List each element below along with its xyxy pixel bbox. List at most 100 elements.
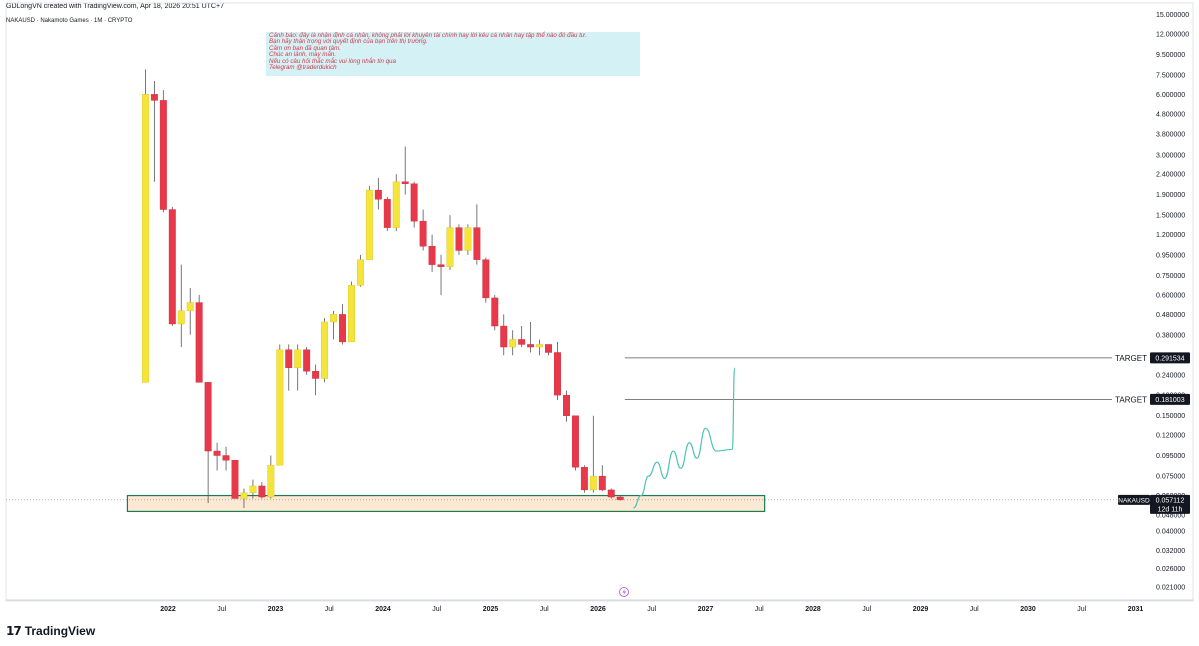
candle-down[interactable] bbox=[607, 489, 615, 498]
candle-down[interactable] bbox=[213, 450, 221, 456]
candle-up[interactable] bbox=[348, 285, 355, 343]
candle-up[interactable] bbox=[589, 475, 597, 491]
tradingview-logo[interactable]: 17 TradingView bbox=[6, 624, 95, 638]
time-tick-label: Jul bbox=[755, 606, 764, 613]
symbol-title: NAKAUSD · Nakamoto Games · 1M · CRYPTO bbox=[6, 18, 133, 24]
candle-up[interactable] bbox=[177, 310, 185, 325]
candle-down[interactable] bbox=[204, 382, 212, 452]
candle-down[interactable] bbox=[527, 344, 535, 348]
candle-down[interactable] bbox=[285, 349, 293, 369]
disclaimer-line: Telegram @traderdukich bbox=[269, 64, 337, 72]
price-tick-label: 0.750000 bbox=[1156, 273, 1185, 280]
price-tick-label: 9.500000 bbox=[1156, 52, 1185, 59]
candle-up[interactable] bbox=[464, 227, 472, 251]
candle-down[interactable] bbox=[195, 302, 203, 383]
time-tick-label: 2028 bbox=[805, 606, 821, 613]
candle-down[interactable] bbox=[482, 259, 490, 299]
price-tick-label: 4.800000 bbox=[1156, 111, 1185, 118]
candle-down[interactable] bbox=[231, 460, 239, 499]
candle-down[interactable] bbox=[150, 94, 158, 101]
candle-up[interactable] bbox=[330, 314, 337, 323]
price-tick-label: 0.048000 bbox=[1156, 512, 1185, 519]
price-tick-label: 1.900000 bbox=[1156, 192, 1185, 199]
candle-up[interactable] bbox=[365, 189, 373, 260]
candle-up[interactable] bbox=[267, 465, 275, 498]
candle-down[interactable] bbox=[545, 344, 552, 353]
price-tick-label: 0.480000 bbox=[1156, 312, 1185, 319]
candle-up[interactable] bbox=[321, 321, 329, 379]
candle-up[interactable] bbox=[141, 94, 149, 383]
disclaimer-line: Cảm ơn bạn đã quan tâm. bbox=[269, 44, 341, 52]
projection-path[interactable] bbox=[633, 367, 736, 509]
target-price-value: 0.181003 bbox=[1155, 397, 1184, 404]
candle-down[interactable] bbox=[159, 100, 167, 210]
candle-down[interactable] bbox=[580, 467, 588, 491]
target-price-badge bbox=[1150, 352, 1190, 364]
candle-up[interactable] bbox=[186, 302, 194, 312]
candle-down[interactable] bbox=[383, 199, 391, 228]
candle-up[interactable] bbox=[240, 492, 248, 499]
candle-down[interactable] bbox=[455, 227, 463, 251]
time-tick-label: Jul bbox=[540, 606, 549, 613]
candle-down[interactable] bbox=[303, 349, 311, 372]
candle-up[interactable] bbox=[249, 485, 257, 493]
time-tick-label: 2023 bbox=[268, 606, 284, 613]
time-tick-label: Jul bbox=[217, 606, 226, 613]
candle-down[interactable] bbox=[616, 496, 624, 501]
price-tick-label: 0.095000 bbox=[1156, 453, 1185, 460]
candle-down[interactable] bbox=[571, 415, 579, 468]
candle-down[interactable] bbox=[374, 189, 382, 200]
candle-down[interactable] bbox=[491, 297, 499, 327]
candle-down[interactable] bbox=[168, 209, 176, 325]
price-tick-label: 0.021000 bbox=[1156, 585, 1185, 592]
candle-down[interactable] bbox=[222, 455, 230, 461]
candle-down[interactable] bbox=[339, 314, 346, 343]
price-tick-label: 0.026000 bbox=[1156, 566, 1185, 573]
time-tick-label: 2031 bbox=[1128, 606, 1144, 613]
candle-down[interactable] bbox=[401, 181, 409, 184]
price-tick-label: 6.000000 bbox=[1156, 92, 1185, 99]
time-tick-label: 2024 bbox=[375, 606, 391, 613]
price-tick-label: 7.500000 bbox=[1156, 72, 1185, 79]
candle-down[interactable] bbox=[419, 220, 427, 247]
candle-up[interactable] bbox=[536, 344, 544, 348]
candle-down[interactable] bbox=[554, 352, 561, 396]
candle-down[interactable] bbox=[518, 339, 526, 345]
candle-down[interactable] bbox=[258, 485, 266, 498]
candle-down[interactable] bbox=[598, 475, 606, 491]
candle-up[interactable] bbox=[509, 339, 517, 348]
symbol-badge-label: NAKAUSD bbox=[1118, 497, 1150, 504]
candle-down[interactable] bbox=[437, 264, 445, 267]
candle-down[interactable] bbox=[562, 394, 570, 416]
symbol-badge bbox=[1118, 494, 1150, 505]
time-tick-label: Jul bbox=[970, 606, 979, 613]
candle-down[interactable] bbox=[428, 246, 436, 265]
candle-down[interactable] bbox=[473, 227, 481, 260]
price-tick-label: 2.400000 bbox=[1156, 172, 1185, 179]
current-price-badge bbox=[1150, 494, 1190, 514]
price-tick-label: 0.240000 bbox=[1156, 372, 1185, 379]
price-tick-label: 15.000000 bbox=[1156, 12, 1189, 19]
target-price-badge bbox=[1150, 393, 1190, 405]
candle-up[interactable] bbox=[446, 227, 454, 267]
disclaimer-note[interactable]: Cảnh báo: đây là nhận định cá nhân, khôn… bbox=[266, 32, 640, 76]
candle-up[interactable] bbox=[392, 181, 400, 228]
price-tick-label: 12.000000 bbox=[1156, 32, 1189, 39]
candle-down[interactable] bbox=[410, 183, 418, 222]
candle-up[interactable] bbox=[276, 349, 284, 466]
candle-down[interactable] bbox=[500, 325, 508, 348]
price-tick-label: 0.120000 bbox=[1156, 433, 1185, 440]
chart-credit: GDLongVN created with TradingView.com, A… bbox=[6, 3, 224, 10]
price-tick-label: 0.032000 bbox=[1156, 548, 1185, 555]
price-tick-label: 0.600000 bbox=[1156, 292, 1185, 299]
target-price-value: 0.291534 bbox=[1155, 355, 1184, 362]
support-zone[interactable] bbox=[126, 494, 766, 513]
time-tick-label: Jul bbox=[1077, 606, 1086, 613]
target-label: TARGET bbox=[1115, 395, 1147, 404]
candle-up[interactable] bbox=[294, 349, 302, 369]
lightning-glyph bbox=[622, 589, 626, 596]
candle-down[interactable] bbox=[312, 371, 320, 379]
candle-up[interactable] bbox=[356, 259, 364, 286]
time-tick-label: 2029 bbox=[913, 606, 929, 613]
